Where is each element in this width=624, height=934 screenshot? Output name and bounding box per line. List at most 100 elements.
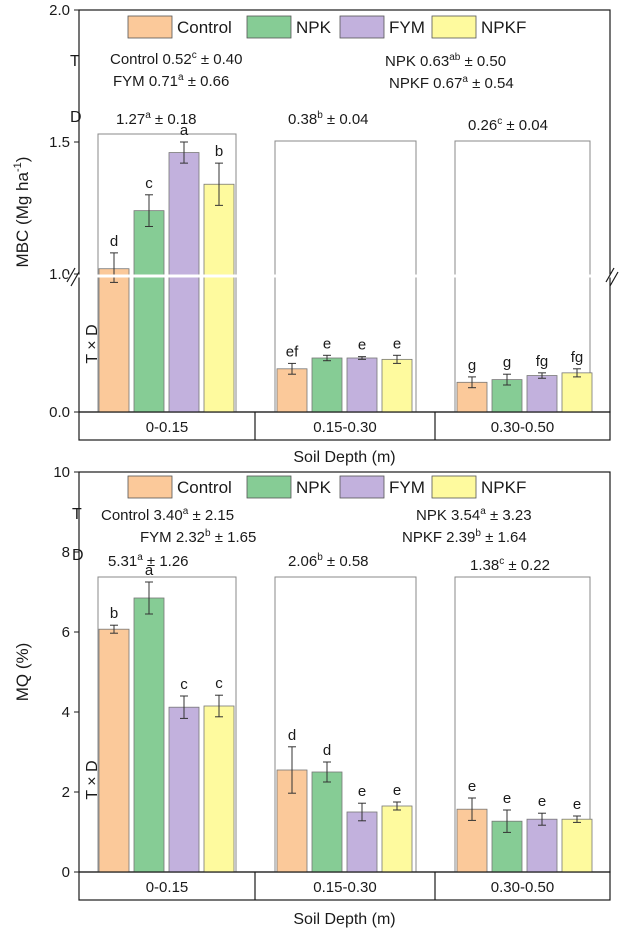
significance-letter: e [468, 778, 476, 795]
significance-letter: fg [571, 349, 584, 366]
interaction-label: T × D [84, 324, 101, 363]
y-tick-label: 10 [53, 464, 70, 481]
significance-letter: d [110, 233, 118, 250]
significance-letter: e [323, 335, 331, 352]
y-tick-label: 2 [62, 784, 70, 801]
significance-letter: b [215, 143, 223, 160]
significance-letter: e [503, 790, 511, 807]
x-category-box [78, 871, 611, 901]
interaction-label: T × D [84, 760, 101, 799]
significance-letter: a [180, 122, 189, 139]
y-tick-label: 4 [62, 704, 70, 721]
bar-fym [346, 811, 378, 873]
treatment-label: T [72, 506, 82, 523]
significance-letter: c [145, 175, 153, 192]
treatment-stat-npk: NPK 3.54a ± 3.23 [416, 506, 532, 524]
x-tick-label: 0-0.15 [146, 419, 189, 436]
x-tick-label: 0.30-0.50 [491, 879, 554, 896]
significance-letter: a [145, 562, 154, 579]
y-tick-label: 0 [62, 864, 70, 881]
y-tick-label: 6 [62, 624, 70, 641]
bar-npkf [203, 183, 235, 413]
legend-label-control: Control [177, 18, 232, 37]
bar-npk [311, 771, 343, 873]
treatment-stat-npk: NPK 0.63ab ± 0.50 [385, 52, 506, 70]
bar-fym [168, 706, 200, 873]
bar-npkf [203, 705, 235, 873]
depth-stat: 1.27a ± 0.18 [116, 110, 197, 128]
significance-letter: c [180, 676, 188, 693]
bar-npkf [381, 358, 413, 413]
treatment-stat-npkf: NPKF 0.67a ± 0.54 [389, 74, 514, 92]
x-category-box [78, 411, 611, 441]
bar-control [276, 368, 308, 413]
treatment-stat-control: Control 0.52c ± 0.40 [110, 50, 242, 68]
legend-swatch-fym [339, 475, 385, 499]
bar-npk [311, 357, 343, 413]
treatment-stat-control: Control 3.40a ± 2.15 [101, 506, 234, 524]
y-tick-label: 2.0 [49, 2, 70, 19]
legend-swatch-control [127, 15, 173, 39]
treatment-label: T [70, 53, 80, 70]
y-axis-label: MBC (Mg ha-1) [12, 157, 32, 268]
significance-letter: d [288, 727, 296, 744]
legend-swatch-npk [246, 15, 292, 39]
depth-stat: 0.38b ± 0.04 [288, 110, 369, 128]
x-tick-label: 0.30-0.50 [491, 419, 554, 436]
axis-break-mark [609, 271, 619, 287]
depth-label: D [72, 547, 84, 564]
x-axis-label: Soil Depth (m) [293, 911, 395, 928]
bar-fym [526, 818, 558, 873]
significance-letter: b [110, 605, 118, 622]
legend-swatch-npkf [431, 15, 477, 39]
bar-fym [168, 152, 200, 413]
bar-control [98, 268, 130, 413]
x-tick-label: 0.15-0.30 [313, 419, 376, 436]
x-tick-label: 0.15-0.30 [313, 879, 376, 896]
legend-label-npk: NPK [296, 478, 332, 497]
y-tick-label: 1.5 [49, 134, 70, 151]
axis-break-mark [70, 271, 80, 287]
legend-swatch-fym [339, 15, 385, 39]
bar-fym [526, 375, 558, 413]
significance-letter: e [393, 335, 401, 352]
bar-control [98, 628, 130, 873]
significance-letter: e [393, 782, 401, 799]
y-tick-label: 8 [62, 544, 70, 561]
bar-npk [133, 210, 165, 413]
bar-npkf [561, 818, 593, 873]
significance-letter: c [215, 675, 223, 692]
bar-npkf [381, 805, 413, 873]
depth-stat: 0.26c ± 0.04 [468, 116, 548, 134]
legend-swatch-control [127, 475, 173, 499]
significance-letter: e [538, 793, 546, 810]
bar-npkf [561, 372, 593, 413]
legend-swatch-npkf [431, 475, 477, 499]
legend-label-fym: FYM [389, 18, 425, 37]
depth-stat: 5.31a ± 1.26 [108, 552, 189, 570]
depth-label: D [70, 109, 82, 126]
legend-label-fym: FYM [389, 478, 425, 497]
significance-letter: d [323, 742, 331, 759]
legend-label-npkf: NPKF [481, 18, 526, 37]
y-tick-label: 0.0 [49, 404, 70, 421]
significance-letter: fg [536, 353, 549, 370]
bar-fym [346, 357, 378, 413]
x-tick-label: 0-0.15 [146, 879, 189, 896]
legend-label-npkf: NPKF [481, 478, 526, 497]
axis-break-gap [65, 274, 624, 278]
treatment-stat-fym: FYM 0.71a ± 0.66 [113, 72, 229, 90]
significance-letter: e [358, 337, 366, 354]
significance-letter: ef [286, 343, 299, 360]
legend-label-npk: NPK [296, 18, 332, 37]
y-axis-label: MQ (%) [13, 643, 32, 702]
legend-label-control: Control [177, 478, 232, 497]
significance-letter: e [573, 796, 581, 813]
treatment-stat-npkf: NPKF 2.39b ± 1.64 [402, 528, 527, 546]
x-axis-label: Soil Depth (m) [293, 449, 395, 466]
legend-swatch-npk [246, 475, 292, 499]
significance-letter: g [468, 357, 476, 374]
treatment-stat-fym: FYM 2.32b ± 1.65 [140, 528, 256, 546]
axis-break-mark [605, 267, 615, 283]
